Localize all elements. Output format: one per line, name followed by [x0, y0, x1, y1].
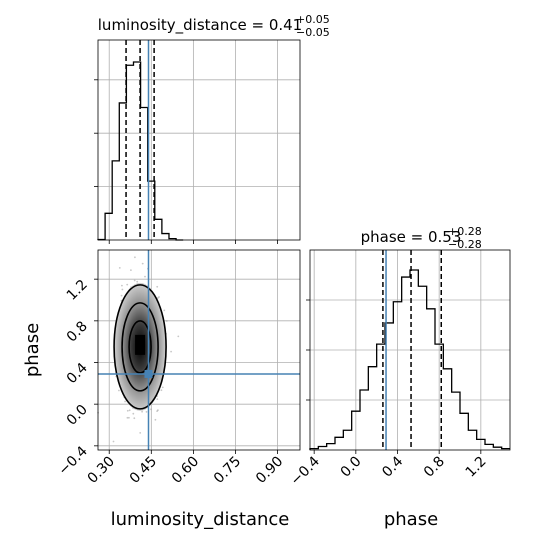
contour-inner	[128, 320, 152, 374]
scatter-point	[170, 350, 173, 353]
scatter-point	[157, 297, 159, 299]
scatter-point	[161, 386, 164, 389]
joint-2d-panel: 0.30 0.45 0.60 0.75 0.90−0.40.00.40.81.2	[55, 249, 301, 487]
luminosity-distance-tick-label-3: 0.75	[211, 454, 244, 487]
phase-histogram-panel: −0.4 0.0 0.4 0.8 1.2	[288, 249, 511, 489]
scatter-point	[134, 256, 136, 259]
phase-title-upper: +0.28	[448, 225, 482, 238]
scatter-point	[145, 411, 148, 413]
scatter-point	[154, 418, 157, 421]
density-peak-block	[135, 334, 146, 355]
scatter-point	[112, 440, 115, 443]
phase-x-tick-label-0: −0.4	[288, 453, 323, 488]
phase-title-lower: −0.28	[448, 238, 482, 251]
luminosity-distance-tick-label-0: 0.30	[85, 454, 118, 487]
scatter-point	[132, 412, 135, 415]
scatter-point	[121, 284, 123, 287]
phase-y-tick-label-3: 0.8	[64, 318, 91, 345]
luminosity-distance-title: luminosity_distance = 0.41	[98, 16, 302, 35]
scatter-point	[139, 432, 142, 434]
top-panel-frame	[97, 39, 301, 241]
joint-panel-frame	[97, 249, 301, 451]
contour-outer	[113, 284, 167, 410]
scatter-point	[141, 410, 144, 413]
scatter-point	[133, 417, 136, 420]
scatter-point	[120, 294, 123, 297]
phase-title: phase = 0.53	[361, 228, 462, 246]
scatter-point	[160, 389, 163, 392]
luminosity-distance-title-lower: −0.05	[296, 26, 330, 39]
x-axis-label-phase: phase	[384, 509, 438, 530]
luminosity-distance-histogram	[97, 61, 184, 241]
scatter-point	[126, 416, 129, 419]
phase-x-tick-label-4: 1.2	[463, 454, 490, 481]
contour-middle	[121, 302, 159, 392]
phase-x-tick-label-2: 0.4	[379, 453, 406, 480]
right-panel-frame	[309, 249, 511, 451]
scatter-point	[150, 408, 152, 411]
joint-truth-marker	[144, 369, 153, 378]
scatter-point	[136, 280, 139, 283]
luminosity-distance-tick-label-4: 0.90	[253, 454, 286, 487]
scatter-point	[126, 283, 129, 286]
scatter-point	[128, 409, 131, 412]
scatter-point	[165, 320, 168, 322]
scatter-point	[156, 285, 159, 288]
scatter-point	[156, 398, 159, 400]
scatter-point	[141, 262, 144, 265]
scatter-point	[144, 275, 146, 278]
scatter-point	[130, 269, 132, 271]
luminosity-distance-tick-label-2: 0.60	[169, 454, 202, 487]
scatter-point	[121, 288, 124, 291]
scatter-point	[163, 309, 166, 312]
scatter-point	[124, 400, 126, 403]
phase-y-tick-label-1: 0.0	[64, 402, 91, 429]
x-axis-label-luminosity-distance: luminosity_distance	[111, 509, 290, 530]
luminosity-distance-tick-label-1: 0.45	[127, 454, 160, 487]
scatter-point	[126, 409, 129, 412]
scatter-point	[133, 279, 136, 282]
scatter-point	[177, 335, 180, 338]
scatter-point	[118, 267, 121, 269]
luminosity-distance-histogram-panel	[94, 39, 301, 244]
luminosity-distance-title-upper: +0.05	[296, 13, 330, 26]
phase-x-tick-label-3: 0.8	[421, 454, 448, 481]
scatter-point	[127, 416, 130, 419]
phase-y-tick-label-4: 1.2	[64, 277, 91, 304]
y-axis-label-phase: phase	[22, 323, 43, 377]
scatter-point	[157, 409, 159, 412]
scatter-point	[118, 389, 120, 392]
phase-histogram	[309, 269, 510, 450]
phase-y-tick-label-2: 0.4	[64, 360, 91, 387]
phase-x-tick-label-1: 0.0	[338, 454, 365, 481]
